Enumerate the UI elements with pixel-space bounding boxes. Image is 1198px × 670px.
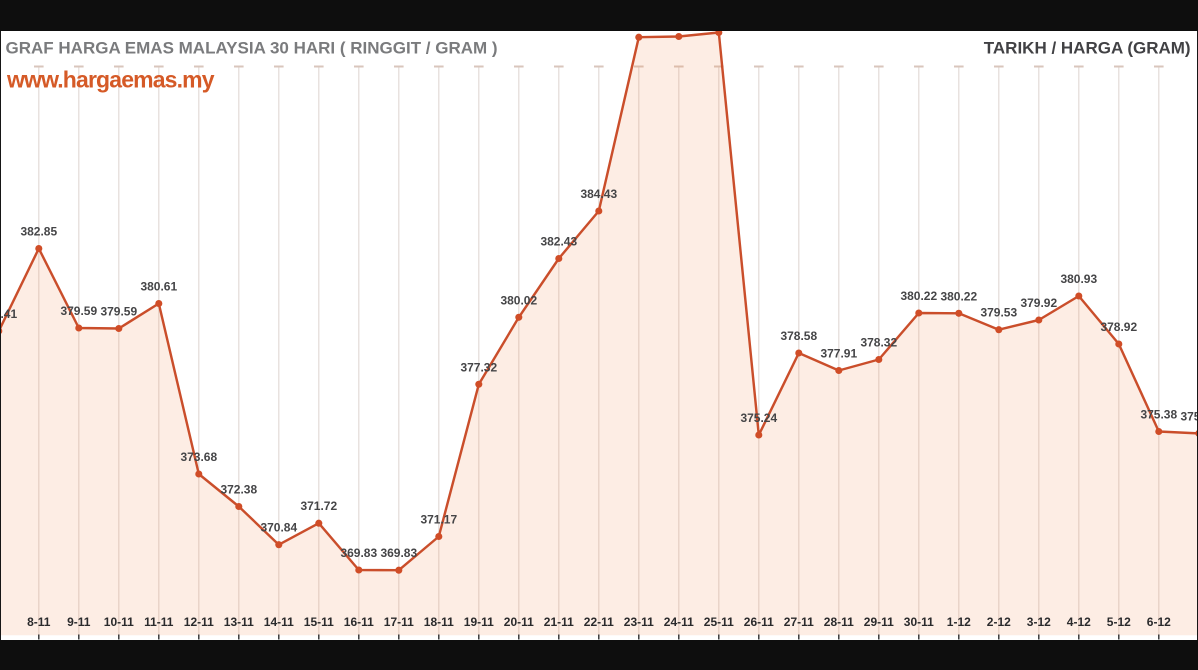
svg-text:GRAF HARGA EMAS MALAYSIA 30 HA: GRAF HARGA EMAS MALAYSIA 30 HARI ( RINGG…: [6, 39, 498, 58]
svg-text:11-11: 11-11: [144, 615, 174, 629]
svg-text:9-11: 9-11: [67, 615, 91, 629]
svg-text:21-11: 21-11: [544, 615, 574, 629]
svg-text:27-11: 27-11: [784, 615, 814, 629]
svg-text:380.22: 380.22: [940, 289, 977, 303]
svg-text:375.38: 375.38: [1140, 408, 1177, 422]
svg-text:13-11: 13-11: [224, 615, 254, 629]
svg-text:380.02: 380.02: [500, 293, 537, 307]
svg-text:384.43: 384.43: [580, 187, 617, 201]
svg-text:22-11: 22-11: [584, 615, 614, 629]
svg-text:26-11: 26-11: [744, 615, 774, 629]
svg-text:8-11: 8-11: [27, 615, 51, 629]
svg-text:www.hargaemas.my: www.hargaemas.my: [6, 67, 215, 93]
svg-text:379.59: 379.59: [100, 305, 137, 319]
svg-text:371.72: 371.72: [300, 499, 337, 513]
svg-text:380.61: 380.61: [140, 280, 177, 294]
svg-text:30-11: 30-11: [904, 615, 934, 629]
svg-text:28-11: 28-11: [824, 615, 854, 629]
svg-text:4-12: 4-12: [1067, 615, 1091, 629]
svg-text:372.38: 372.38: [220, 483, 257, 497]
svg-text:370.84: 370.84: [260, 521, 297, 535]
svg-text:18-11: 18-11: [424, 615, 454, 629]
svg-text:3-12: 3-12: [1027, 615, 1051, 629]
svg-text:15-11: 15-11: [304, 615, 334, 629]
svg-text:371.17: 371.17: [420, 513, 457, 527]
svg-text:382.43: 382.43: [540, 235, 577, 249]
svg-text:25-11: 25-11: [704, 615, 734, 629]
svg-text:16-11: 16-11: [344, 615, 374, 629]
svg-text:369.83: 369.83: [340, 546, 377, 560]
svg-text:377.91: 377.91: [820, 347, 857, 361]
svg-text:2-12: 2-12: [987, 615, 1011, 629]
svg-text:378.32: 378.32: [860, 336, 897, 350]
svg-text:379.59: 379.59: [60, 304, 97, 318]
svg-text:369.83: 369.83: [380, 546, 417, 560]
svg-text:12-11: 12-11: [184, 615, 214, 629]
svg-text:377.32: 377.32: [460, 360, 497, 374]
svg-text:23-11: 23-11: [624, 615, 654, 629]
svg-text:379.41: 379.41: [0, 307, 17, 321]
svg-text:373.68: 373.68: [180, 450, 217, 464]
svg-text:375.29: 375.29: [1180, 409, 1198, 423]
svg-text:10-11: 10-11: [104, 615, 134, 629]
svg-text:19-11: 19-11: [464, 615, 494, 629]
svg-text:TARIKH / HARGA (GRAM): TARIKH / HARGA (GRAM): [984, 39, 1191, 58]
svg-text:6-12: 6-12: [1147, 615, 1171, 629]
svg-text:382.85: 382.85: [20, 225, 57, 239]
svg-text:378.92: 378.92: [1100, 320, 1137, 334]
svg-text:5-12: 5-12: [1107, 615, 1131, 629]
svg-text:1-12: 1-12: [947, 615, 971, 629]
svg-text:380.22: 380.22: [900, 289, 937, 303]
svg-text:24-11: 24-11: [664, 615, 694, 629]
svg-text:378.58: 378.58: [780, 329, 817, 343]
svg-text:14-11: 14-11: [264, 615, 294, 629]
svg-text:379.92: 379.92: [1020, 296, 1057, 310]
svg-text:379.53: 379.53: [980, 306, 1017, 320]
svg-text:17-11: 17-11: [384, 615, 414, 629]
svg-text:29-11: 29-11: [864, 615, 894, 629]
svg-text:380.93: 380.93: [1060, 272, 1097, 286]
svg-text:375.24: 375.24: [740, 411, 777, 425]
svg-text:20-11: 20-11: [504, 615, 534, 629]
